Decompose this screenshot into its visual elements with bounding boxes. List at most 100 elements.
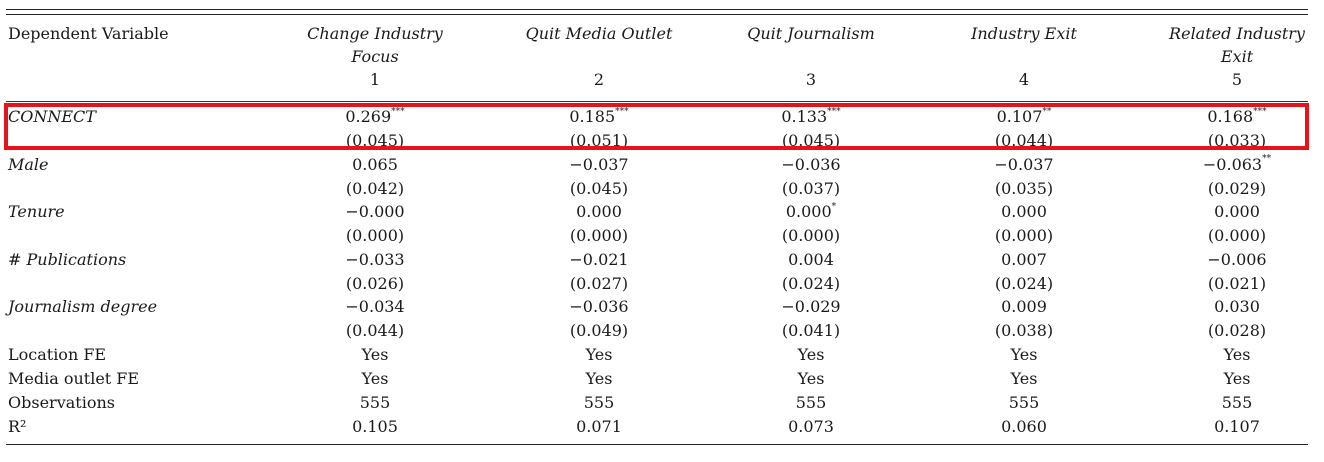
standard-error-cell: (0.027)	[569, 273, 629, 293]
footer-value-cell: 0.073	[788, 416, 834, 436]
coefficient-value: −0.036	[781, 154, 841, 174]
standard-error-cell: (0.026)	[345, 273, 405, 293]
column-header-line: Quit Journalism	[747, 24, 875, 43]
footer-value-cell: 0.071	[576, 416, 622, 436]
standard-error-cell: (0.028)	[1207, 321, 1267, 340]
standard-error-cell: (0.000)	[994, 226, 1054, 245]
coefficient-value: −0.034	[345, 297, 405, 316]
standard-error-cell: (0.000)	[1207, 226, 1267, 245]
row-label: Journalism degree	[8, 297, 158, 316]
significance-stars: ***	[827, 106, 841, 117]
row-label: # Publications	[8, 249, 127, 269]
column-header-line: Industry Exit	[971, 24, 1077, 43]
footer-value-cell: Yes	[585, 368, 613, 388]
coefficient-value: 0.004	[788, 249, 834, 269]
coefficient-cell: −0.036	[499, 297, 699, 316]
coefficient-value: −0.033	[345, 249, 405, 269]
coefficient-cell: −0.037	[499, 155, 699, 174]
coefficient-value: 0.065	[352, 154, 398, 174]
footer-value-cell: Yes	[585, 344, 613, 364]
standard-error-cell: (0.000)	[345, 226, 405, 245]
standard-error-cell: (0.038)	[994, 321, 1054, 340]
significance-stars: **	[1042, 106, 1052, 117]
column-header-line: Change Industry	[307, 24, 443, 43]
row-label: CONNECT	[8, 107, 96, 126]
footer-value-cell: Yes	[1223, 368, 1251, 388]
coefficient-value: −0.021	[569, 249, 629, 269]
standard-error-cell: (0.037)	[781, 178, 841, 198]
column-number-5: 5	[1231, 70, 1243, 89]
significance-stars: *	[831, 201, 837, 212]
column-header-line: Focus	[351, 47, 399, 66]
standard-error-cell: (0.029)	[1207, 178, 1267, 198]
coefficient-value: −0.000	[345, 202, 405, 221]
coefficient-cell: −0.034	[275, 297, 475, 316]
footer-value-cell: 555	[795, 392, 827, 412]
footer-value-cell: 0.105	[352, 416, 398, 436]
column-header-line: Related Industry	[1169, 24, 1305, 43]
column-number-3: 3	[805, 70, 817, 89]
bottom-rule	[6, 444, 1308, 445]
coefficient-cell: −0.033	[275, 250, 475, 269]
footer-value-cell: Yes	[361, 344, 389, 364]
row-label: Observations	[8, 392, 115, 412]
standard-error-cell: (0.033)	[1207, 131, 1267, 150]
coefficient-cell: −0.006	[1137, 250, 1324, 269]
column-header-line: Quit Media Outlet	[525, 24, 673, 43]
coefficient-value: 0.009	[1001, 297, 1047, 316]
coefficient-value: 0.107	[996, 107, 1043, 126]
coefficient-cell: −0.021	[499, 250, 699, 269]
coefficient-cell: 0.269***	[275, 107, 475, 126]
row-label: Tenure	[8, 202, 65, 221]
coefficient-cell: −0.036	[711, 155, 911, 174]
footer-value-cell: 555	[1008, 392, 1040, 412]
coefficient-cell: −0.000	[275, 202, 475, 221]
coefficient-cell: 0.107**	[924, 107, 1124, 126]
coefficient-cell: −0.029	[711, 297, 911, 316]
column-header-2: Quit Media Outlet	[499, 22, 699, 45]
column-number-4: 4	[1018, 70, 1030, 89]
top-rule-double	[6, 14, 1308, 15]
significance-stars: ***	[391, 106, 405, 117]
standard-error-cell: (0.051)	[569, 131, 629, 150]
coefficient-value: −0.037	[994, 154, 1054, 174]
coefficient-cell: 0.000	[924, 202, 1124, 221]
standard-error-cell: (0.024)	[781, 273, 841, 293]
connect-row-highlight-box	[4, 103, 1309, 150]
column-number-1: 1	[369, 70, 381, 89]
coefficient-value: 0.000	[785, 202, 832, 221]
row-label: Male	[8, 154, 49, 174]
standard-error-cell: (0.045)	[569, 178, 629, 198]
coefficient-cell: 0.168***	[1137, 107, 1324, 126]
standard-error-cell: (0.000)	[569, 226, 629, 245]
row-label: Location FE	[8, 344, 107, 364]
coefficient-cell: 0.004	[711, 250, 911, 269]
coefficient-value: −0.063	[1202, 154, 1263, 174]
column-header-4: Industry Exit	[924, 22, 1124, 45]
standard-error-cell: (0.045)	[781, 131, 841, 150]
coefficient-cell: 0.007	[924, 250, 1124, 269]
footer-value-cell: 555	[359, 392, 391, 412]
significance-stars: ***	[1253, 106, 1267, 117]
standard-error-cell: (0.045)	[345, 131, 405, 150]
coefficient-value: −0.006	[1207, 249, 1267, 269]
column-header-3: Quit Journalism	[711, 22, 911, 45]
coefficient-value: 0.030	[1214, 297, 1260, 316]
footer-value-cell: Yes	[797, 344, 825, 364]
significance-stars: **	[1262, 154, 1272, 165]
top-rule	[6, 9, 1308, 10]
footer-value-cell: Yes	[1223, 344, 1251, 364]
coefficient-cell: −0.063**	[1137, 155, 1324, 174]
coefficient-value: 0.133	[781, 107, 828, 126]
footer-value-cell: Yes	[361, 368, 389, 388]
footer-value-cell: 0.060	[1001, 416, 1047, 436]
footer-value-cell: Yes	[1010, 344, 1038, 364]
coefficient-value: −0.037	[569, 154, 629, 174]
coefficient-cell: 0.000*	[711, 202, 911, 221]
header-rule	[6, 101, 1308, 102]
footer-value-cell: 0.107	[1214, 416, 1260, 436]
coefficient-cell: −0.037	[924, 155, 1124, 174]
standard-error-cell: (0.000)	[781, 226, 841, 245]
coefficient-cell: 0.000	[499, 202, 699, 221]
column-header-5: Related Industry Exit	[1137, 22, 1324, 68]
